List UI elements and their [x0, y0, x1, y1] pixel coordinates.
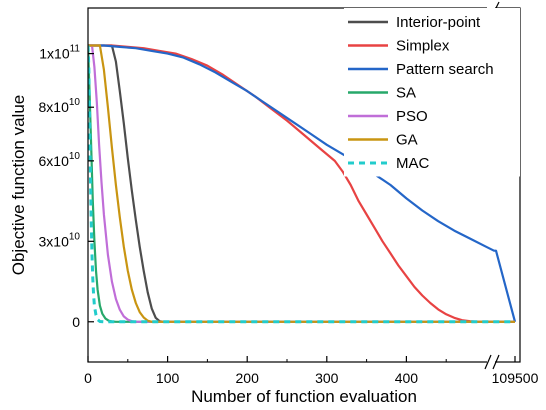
- x-tick-label: 400: [395, 370, 419, 386]
- x-tick-label: 0: [84, 370, 92, 386]
- y-tick-label: 3x1010: [39, 231, 81, 249]
- series-layer: [88, 44, 517, 324]
- x-tick-label: 100: [156, 370, 180, 386]
- series-line-pattern-search: [88, 44, 517, 323]
- series-line-mac: [88, 45, 515, 324]
- legend-label: GA: [396, 132, 418, 149]
- legend-label: Pattern search: [396, 61, 494, 78]
- y-axis-title: Objective function value: [9, 95, 28, 276]
- x-tick-label: 200: [236, 370, 260, 386]
- x-axis: 0 100 200 300 400 109500: [84, 356, 539, 386]
- y-tick-label: 0: [72, 314, 80, 330]
- series-line-simplex: [88, 44, 515, 323]
- y-tick-label: 1x1011: [39, 44, 80, 62]
- y-tick-label: 8x1010: [39, 97, 81, 115]
- legend-label: SA: [396, 85, 416, 102]
- series-line-pso: [88, 44, 515, 323]
- plot-frame: [87, 7, 521, 363]
- legend-label: PSO: [396, 108, 428, 125]
- y-axis: 0 3x1010 6x1010 8x1010 1x1011: [39, 44, 94, 330]
- series-line-interior-point: [88, 44, 515, 323]
- x-axis-title: Number of function evaluation: [191, 387, 417, 406]
- x-tick-label: 109500: [492, 370, 539, 386]
- legend: Interior-point Simplex Pattern search SA PSO…: [344, 8, 520, 177]
- x-tick-label: 300: [315, 370, 339, 386]
- legend-label: Interior-point: [396, 14, 481, 31]
- legend-label: Simplex: [396, 38, 450, 55]
- legend-label: MAC: [396, 155, 430, 172]
- y-tick-label: 6x1010: [39, 151, 81, 169]
- series-line-ga: [88, 44, 515, 323]
